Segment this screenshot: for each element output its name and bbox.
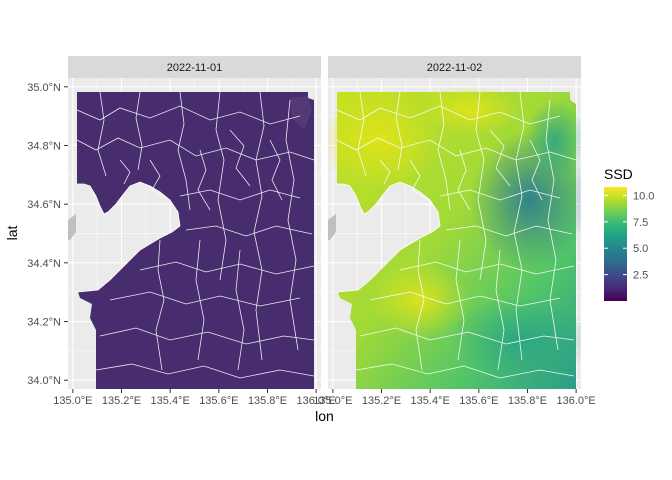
x-axis-title: lon <box>315 408 334 424</box>
y-tick-label: 35.0°N <box>27 82 61 94</box>
facet-label-2: 2022-11-02 <box>427 62 482 74</box>
x-tick-label: 135.6°E <box>459 395 498 407</box>
legend-tick-label: 2.5 <box>633 270 648 282</box>
x-tick-label: 135.8°E <box>508 395 547 407</box>
x-tick-label: 135.4°E <box>411 395 450 407</box>
y-tick-label: 34.6°N <box>27 199 61 211</box>
x-tick-label: 135.2°E <box>102 395 141 407</box>
panel-1-ssd-fill <box>77 92 314 389</box>
x-tick-label: 135.0°E <box>53 395 92 407</box>
facet-strip-2: 2022-11-02 <box>328 56 581 78</box>
x-tick-label: 135.0°E <box>313 395 352 407</box>
y-axis-title: lat <box>4 226 20 241</box>
x-tick-label: 135.2°E <box>362 395 401 407</box>
x-tick-label: 135.8°E <box>248 395 287 407</box>
x-tick-label: 135.4°E <box>151 395 190 407</box>
y-tick-label: 34.0°N <box>27 375 61 387</box>
y-axis: 34.0°N 34.2°N 34.4°N 34.6°N 34.8°N 35.0°N <box>27 82 68 387</box>
x-tick-label: 136.0°E <box>557 395 596 407</box>
legend-colorbar <box>604 187 627 301</box>
x-tick-label: 136.0°E <box>297 395 336 407</box>
y-tick-label: 34.2°N <box>27 317 61 329</box>
legend-title: SSD <box>604 166 633 182</box>
facet-label-1: 2022-11-01 <box>167 62 222 74</box>
panel-1-raster <box>68 91 315 389</box>
legend-tick-label: 5.0 <box>633 243 648 255</box>
y-tick-label: 34.4°N <box>27 258 61 270</box>
x-tick-label: 135.6°E <box>199 395 238 407</box>
legend: SSD 2.5 5.0 7.5 10.0 <box>604 166 654 301</box>
legend-ticks: 2.5 5.0 7.5 10.0 <box>604 190 654 282</box>
x-axis-panel-2: 135.0°E 135.2°E 135.4°E 135.6°E 135.8°E 136.0… <box>313 389 596 407</box>
legend-tick-label: 7.5 <box>633 217 648 229</box>
y-tick-label: 34.8°N <box>27 140 61 152</box>
legend-tick-label: 10.0 <box>633 190 654 202</box>
panel-2-raster <box>328 85 581 389</box>
x-axis-panel-1: 135.0°E 135.2°E 135.4°E 135.6°E 135.8°E 136.0… <box>53 389 336 407</box>
facet-strip-1: 2022-11-01 <box>68 56 321 78</box>
